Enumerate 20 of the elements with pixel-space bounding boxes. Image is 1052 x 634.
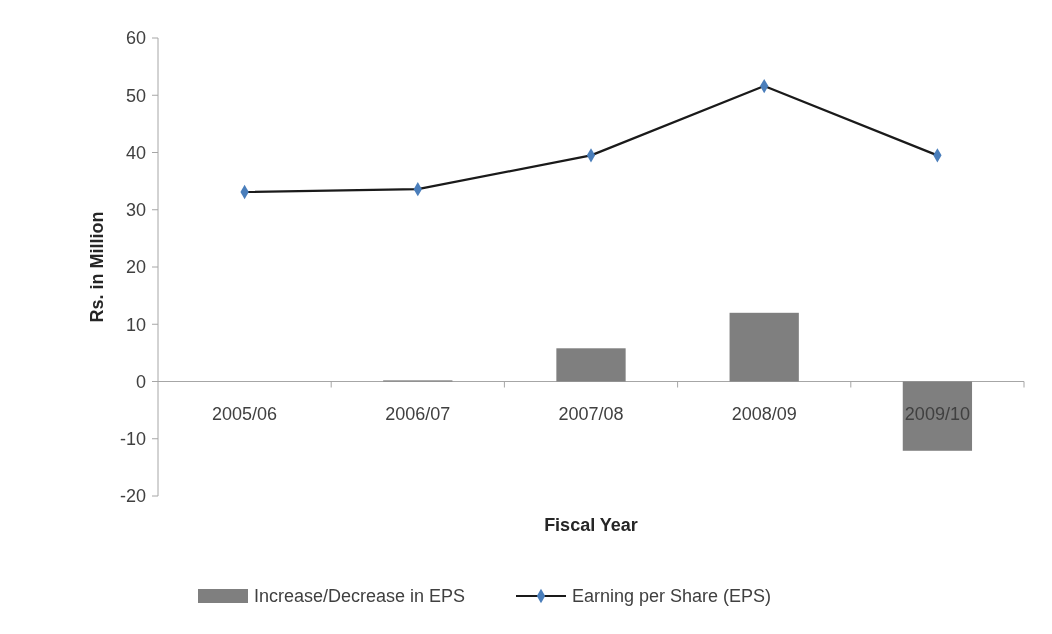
- y-tick-label: 0: [135, 371, 146, 392]
- bar: [556, 348, 626, 382]
- y-tick-label: 20: [125, 257, 146, 278]
- x-tick-label: 2008/09: [731, 403, 797, 424]
- legend-label: Earning per Share (EPS): [572, 586, 772, 607]
- bar: [729, 312, 799, 382]
- y-tick-label: 40: [125, 142, 146, 163]
- x-tick-label: 2006/07: [385, 403, 451, 424]
- legend-label: Increase/Decrease in EPS: [254, 586, 466, 607]
- y-axis-title: Rs. in Million: [87, 211, 107, 323]
- x-tick-label: 2009/10: [904, 403, 970, 424]
- y-tick-label: 10: [125, 314, 146, 335]
- y-tick-label: 60: [125, 28, 146, 49]
- x-tick-label: 2005/06: [212, 403, 278, 424]
- y-tick-label: 30: [125, 200, 146, 221]
- x-tick-label: 2007/08: [558, 403, 624, 424]
- y-tick-label: -20: [119, 486, 146, 507]
- y-tick-label: 50: [125, 85, 146, 106]
- y-tick-label: -10: [119, 429, 146, 450]
- x-axis-title: Fiscal Year: [544, 515, 638, 535]
